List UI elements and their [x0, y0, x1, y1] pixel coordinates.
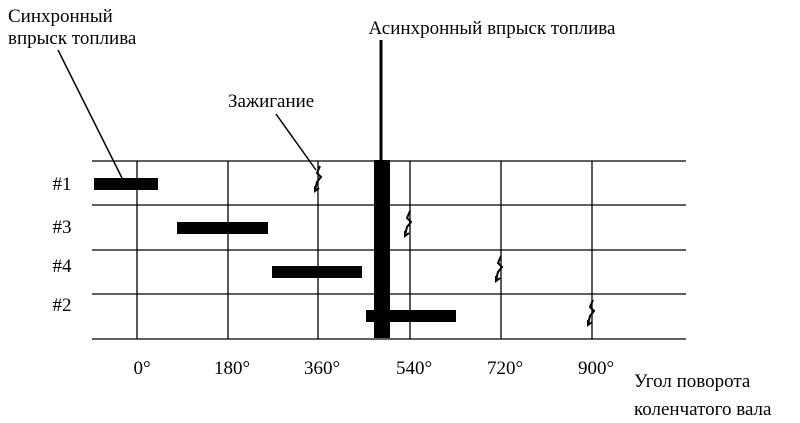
leader-line: [275, 113, 317, 171]
leader-line: [57, 49, 123, 179]
injection-bars: [94, 40, 456, 338]
axis-title: коленчатого вала: [634, 399, 772, 420]
ignition-marks: [314, 165, 596, 327]
cylinder-label: #4: [53, 256, 73, 277]
angle-label: 900°: [578, 358, 614, 379]
cylinder-label: #2: [53, 295, 72, 316]
async-label: Асинхронный впрыск топлива: [369, 18, 616, 39]
angle-label: 180°: [214, 358, 250, 379]
sync-label: Синхронный: [8, 6, 113, 27]
axis-title: Угол поворота: [634, 371, 751, 392]
ignition-label: Зажигание: [228, 91, 314, 112]
cylinder-label: #3: [53, 217, 72, 238]
angle-label: 0°: [133, 358, 150, 379]
cylinder-label: #1: [53, 174, 72, 195]
angle-label: 540°: [396, 358, 432, 379]
angle-label: 720°: [487, 358, 523, 379]
sync-label: впрыск топлива: [8, 28, 137, 49]
angle-label: 360°: [304, 358, 340, 379]
